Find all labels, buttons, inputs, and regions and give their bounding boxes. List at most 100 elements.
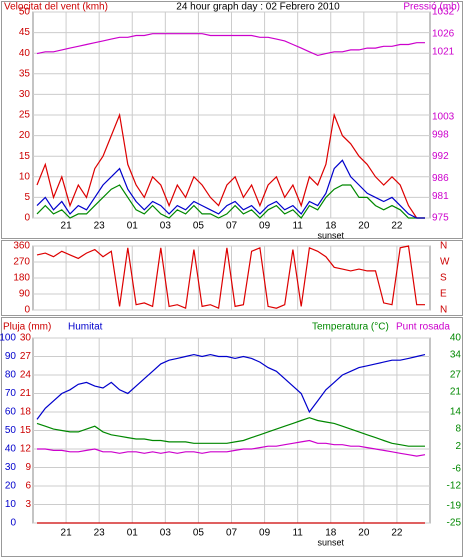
- tick-label-y: 50: [5, 425, 17, 436]
- x-tick-label: 03: [160, 528, 172, 539]
- x-tick-label: 22: [391, 221, 403, 232]
- tick-label-y3: 12: [20, 444, 32, 455]
- series-line: [36, 353, 426, 420]
- tick-label-y2: 21: [450, 387, 462, 398]
- x-tick-label: 07: [226, 528, 238, 539]
- tick-label-y: 30: [5, 462, 17, 473]
- chart-title: 24 hour graph day : 02 Febrero 2010: [176, 2, 340, 13]
- tick-label-y: 360: [13, 241, 30, 252]
- tick-label-y: 80: [5, 370, 17, 381]
- tick-label-y2: 1021: [432, 46, 455, 57]
- tick-label-y3: 6: [25, 481, 31, 492]
- tick-label-y2: 27: [450, 370, 462, 381]
- tick-label-y: 5: [24, 192, 30, 203]
- x-tick-label: 09: [259, 221, 271, 232]
- series-line: [36, 159, 425, 219]
- legend-dew-point: Punt rosada: [396, 322, 450, 333]
- legend-temperature: Temperatura (°C): [312, 322, 389, 333]
- tick-label-y: 40: [19, 48, 31, 59]
- tick-label-y3: 24: [20, 370, 32, 381]
- x-tick-label: 05: [193, 528, 205, 539]
- tick-label-y3: 21: [20, 388, 32, 399]
- tick-label-y2: 981: [432, 191, 449, 202]
- tick-label-y: 10: [19, 171, 31, 182]
- pressure-axis-label: Pressió (mb): [403, 2, 460, 13]
- x-tick-label: 20: [358, 221, 370, 232]
- x-tick-label: 07: [226, 221, 238, 232]
- series-line: [36, 112, 425, 219]
- legend-rain: Pluja (mm): [3, 322, 51, 333]
- x-tick-label: 21: [61, 221, 73, 232]
- x-tick-label: 09: [259, 528, 271, 539]
- tick-label-y2: 986: [432, 173, 449, 184]
- tick-label-y: 45: [19, 27, 31, 38]
- series-line: [37, 439, 426, 457]
- tick-label-y2: 2: [455, 441, 461, 452]
- tick-label-y2: E: [440, 289, 447, 300]
- tick-label-y: 0: [24, 213, 30, 224]
- tick-label-y: 15: [19, 151, 31, 162]
- x-tick-label: 18: [325, 221, 337, 232]
- x-tick-label: 23: [94, 528, 106, 539]
- tick-label-y2: 1026: [432, 28, 455, 39]
- tick-label-y2: N: [440, 241, 447, 252]
- tick-label-y3: 3: [25, 499, 31, 510]
- tick-label-y: 0: [24, 305, 30, 316]
- tick-label-y: 90: [5, 351, 17, 362]
- tick-label-y: 180: [13, 273, 30, 284]
- x-tick-label: 22: [391, 528, 403, 539]
- x-tick-label: 20: [358, 528, 370, 539]
- tick-label-y2: 998: [432, 130, 449, 141]
- tick-label-y: 70: [5, 388, 17, 399]
- tick-label-y2: N: [440, 305, 447, 316]
- wind-axis-label: Velocitat del vent (kmh): [4, 2, 108, 13]
- tick-label-y: 60: [5, 407, 17, 418]
- tick-label-y2: 14: [450, 407, 462, 418]
- tick-label-y: 25: [19, 110, 31, 121]
- tick-label-y2: W: [440, 257, 450, 268]
- legend-humidity: Humitat: [68, 322, 103, 333]
- x-tick-label: 03: [160, 221, 172, 232]
- tick-label-y2: -25: [447, 518, 462, 529]
- tick-label-y: 20: [19, 130, 31, 141]
- tick-label-y: 50: [19, 7, 31, 18]
- tick-label-y: 40: [5, 444, 17, 455]
- tick-label-y2: 1003: [432, 111, 455, 122]
- tick-label-y2: S: [440, 273, 447, 284]
- tick-label-y3: 27: [20, 351, 32, 362]
- tick-label-y2: 1032: [432, 7, 455, 18]
- series-line: [36, 184, 425, 219]
- tick-label-y3: 15: [20, 425, 32, 436]
- tick-label-y2: 992: [432, 151, 449, 162]
- tick-label-y3: 9: [25, 462, 31, 473]
- series-line: [36, 417, 425, 447]
- tick-label-y: 270: [13, 257, 30, 268]
- tick-label-y2: -12: [447, 481, 462, 492]
- tick-label-y2: 8: [455, 424, 461, 435]
- x-tick-label: 21: [61, 528, 73, 539]
- tick-label-y: 20: [5, 481, 17, 492]
- x-tick-label: 11: [292, 528, 303, 539]
- x-tick-label: 18: [325, 528, 337, 539]
- series-line: [36, 33, 425, 57]
- x-tick-label: 01: [127, 221, 139, 232]
- tick-label-y: 35: [19, 68, 31, 79]
- tick-label-y: 0: [10, 518, 16, 529]
- tick-label-y3: 18: [20, 407, 32, 418]
- tick-label-y: 90: [19, 289, 31, 300]
- tick-label-y: 30: [19, 89, 31, 100]
- tick-label-y2: -6: [452, 464, 461, 475]
- x-tick-label: 11: [292, 221, 303, 232]
- annotation: sunset: [317, 230, 344, 240]
- tick-label-y2: 40: [450, 333, 462, 344]
- tick-label-y2: 34: [450, 350, 462, 361]
- x-tick-label: 05: [193, 221, 205, 232]
- series-line: [36, 245, 425, 310]
- tick-label-y: 100: [0, 333, 16, 344]
- tick-label-y2: 975: [432, 213, 449, 224]
- x-tick-label: 01: [127, 528, 139, 539]
- tick-label-y3: 30: [20, 333, 32, 344]
- x-tick-label: 23: [94, 221, 106, 232]
- annotation: sunset: [317, 537, 344, 547]
